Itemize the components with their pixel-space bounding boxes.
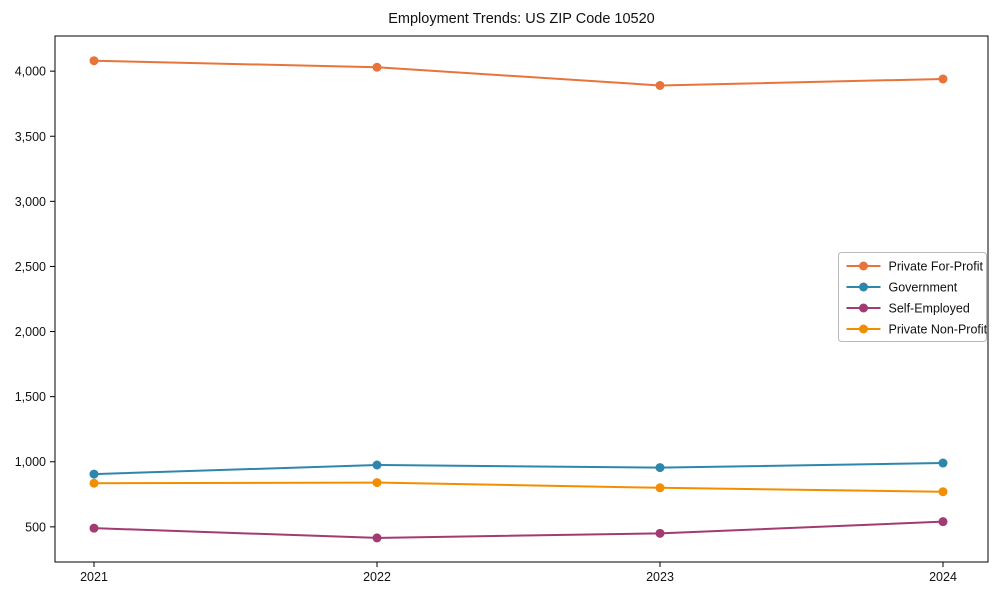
x-tick-label: 2024 (929, 570, 957, 584)
data-point (938, 487, 948, 497)
x-tick-label: 2023 (646, 570, 674, 584)
data-point (938, 74, 948, 84)
data-point (372, 478, 382, 488)
data-point (372, 62, 382, 72)
data-point (89, 523, 99, 533)
legend-marker (859, 324, 868, 334)
plot-frame (54, 35, 989, 563)
y-tick-label: 500 (25, 520, 46, 534)
data-point (89, 469, 99, 479)
y-tick-label: 1,000 (15, 455, 46, 469)
legend-label: Self-Employed (889, 302, 970, 316)
y-tick-label: 4,000 (15, 65, 46, 79)
legend-label: Private For-Profit (889, 260, 984, 274)
series-line-private-non-profit (93, 481, 944, 493)
y-tick-label: 1,500 (15, 390, 46, 404)
data-point (655, 528, 665, 538)
data-point (89, 478, 99, 488)
y-tick-label: 2,500 (15, 260, 46, 274)
data-point (89, 56, 99, 66)
legend-label: Government (889, 281, 958, 295)
legend-label: Private Non-Profit (889, 323, 988, 337)
series-line-self-employed (93, 520, 944, 539)
legend-marker (859, 261, 868, 271)
series-line-private-for-profit (93, 59, 944, 87)
legend-marker (859, 282, 868, 292)
y-tick-label: 2,000 (15, 325, 46, 339)
y-tick-label: 3,000 (15, 195, 46, 209)
x-tick-label: 2021 (80, 570, 108, 584)
legend-marker (859, 303, 868, 313)
chart-title: Employment Trends: US ZIP Code 10520 (388, 11, 655, 27)
data-point (372, 460, 382, 470)
data-point (938, 458, 948, 468)
series-line-government (93, 462, 944, 476)
data-point (655, 80, 665, 90)
data-point (938, 517, 948, 527)
data-point (372, 533, 382, 543)
y-tick-label: 3,500 (15, 130, 46, 144)
x-tick-label: 2022 (363, 570, 391, 584)
legend-box (838, 252, 987, 342)
data-point (655, 483, 665, 493)
data-point (655, 463, 665, 473)
